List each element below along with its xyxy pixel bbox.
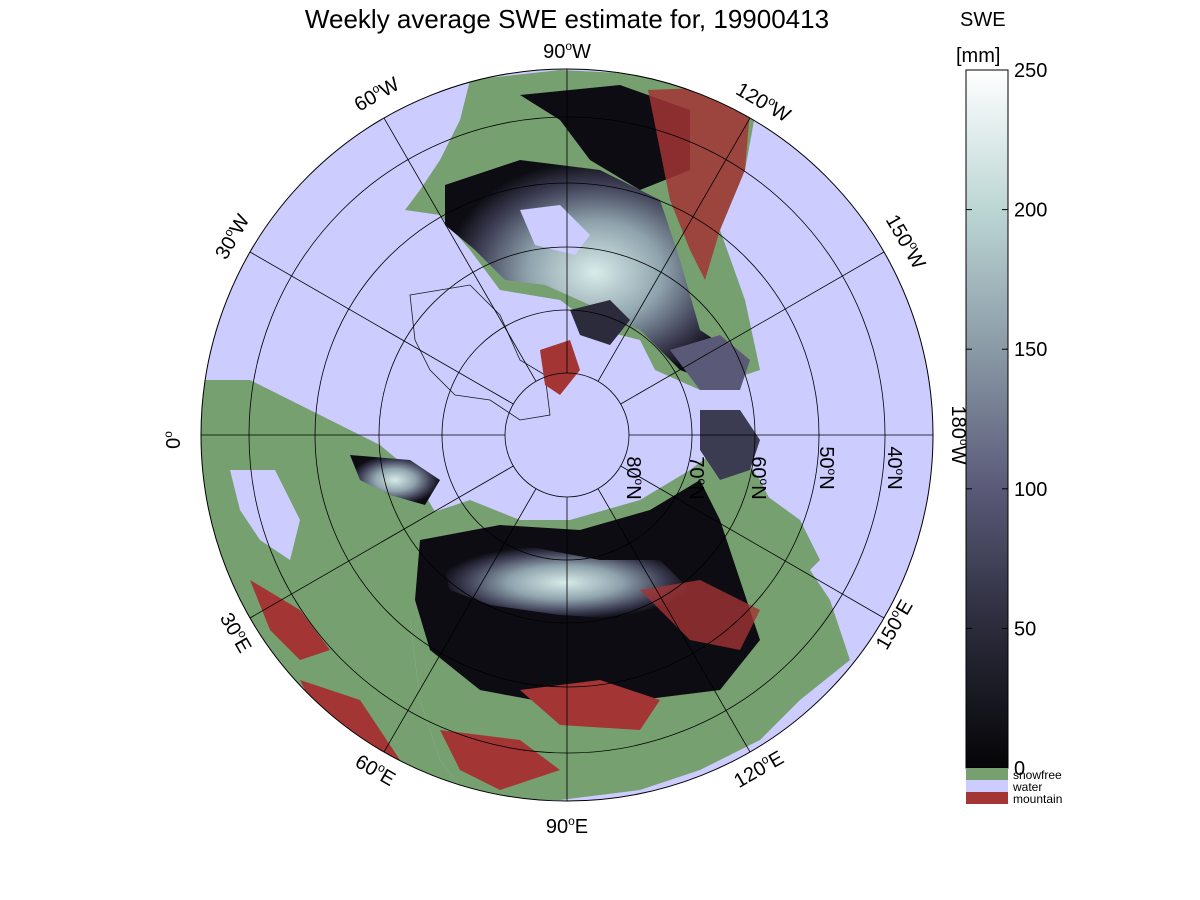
colorbar-label-swe: SWE (960, 9, 1006, 31)
colorbar-tick-label: 200 (1014, 200, 1047, 222)
lon-label-0: 0o (161, 431, 185, 449)
colorbar-label-unit: [mm] (956, 45, 1000, 67)
asia-landmass (410, 410, 850, 800)
colorbar-gradient (965, 69, 1009, 769)
colorbar-tick-label: 250 (1014, 60, 1047, 82)
lon-label-30w: 30oW (210, 210, 255, 264)
alaska-region (670, 335, 820, 580)
lat-label-60n: 60oN (747, 456, 771, 499)
meridian-line (383, 117, 537, 382)
legend-label-mountain: mountain (1013, 792, 1062, 806)
legend-swatch-water (966, 780, 1008, 792)
meridian-line (249, 251, 514, 405)
swe-colorbar: SWE [mm] 0 50 100 150 200 250 snowfreewatermo… (956, 9, 1062, 806)
europe-africa-landmass (201, 380, 470, 800)
polar-map (201, 69, 933, 801)
legend-swatch-mountain (966, 792, 1008, 804)
colorbar-tick-label: 100 (1014, 479, 1047, 501)
colorbar-tick-label: 0 (1014, 758, 1025, 780)
latitude-labels: 80oN 70oN 60oN 50oN 40oN (622, 446, 907, 499)
lon-label-90e: 90oE (546, 814, 588, 838)
map-title: Weekly average SWE estimate for, 1990041… (305, 4, 829, 34)
legend-label-snowfree: snowfree (1013, 768, 1062, 782)
graticule (201, 69, 933, 801)
meridian-line (597, 488, 751, 753)
colorbar-tick-label: 50 (1014, 618, 1036, 640)
map-boundary (200, 68, 934, 802)
meridian-line (249, 465, 514, 619)
meridian-line (620, 465, 885, 619)
lon-label-90w: 90oW (543, 39, 591, 63)
meridian-line (620, 251, 885, 405)
lat-label-50n: 50oN (815, 446, 839, 489)
lat-label-40n: 40oN (883, 446, 907, 489)
lat-label-70n: 70oN (685, 456, 709, 499)
lon-label-180w: 180oW (947, 406, 971, 465)
meridian-line (597, 117, 751, 382)
colorbar-tick-label: 150 (1014, 339, 1047, 361)
meridian-line (383, 488, 537, 753)
legend-swatch-snowfree (966, 768, 1008, 780)
legend-label-water: water (1012, 780, 1042, 794)
lon-label-60w: 60oW (350, 72, 404, 117)
colorbar-ticks: 0 50 100 150 200 250 (966, 60, 1047, 780)
lat-label-80n: 80oN (622, 456, 646, 499)
north-america-landmass (405, 70, 760, 390)
